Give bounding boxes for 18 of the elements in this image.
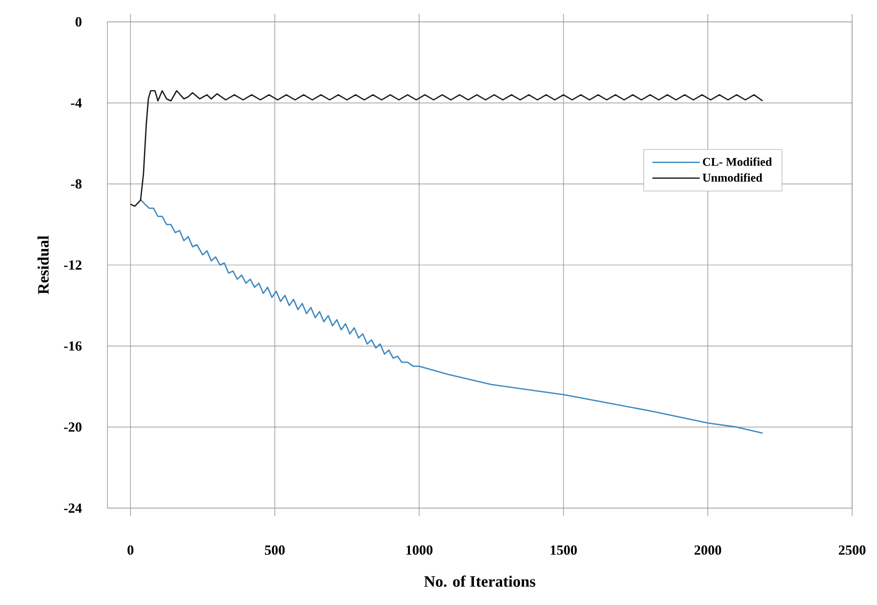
x-tick-label: 0 (128, 546, 134, 555)
y-tick-label: -16 (64, 342, 82, 351)
legend-label: CL- Modified (702, 158, 772, 166)
line-series (140, 198, 764, 434)
x-tick-label: 1500 (550, 546, 577, 555)
y-tick-label: -4 (70, 98, 82, 108)
x-tick-label: 2000 (694, 546, 722, 555)
x-tick-label: 500 (264, 546, 285, 555)
legend-label: Unmodified (702, 173, 762, 182)
x-tick-label: 1000 (406, 546, 432, 555)
y-tick-label: -24 (64, 504, 82, 513)
y-tick-label: -8 (70, 179, 82, 189)
y-tick-label: 0 (76, 17, 82, 27)
x-tick-label: 2500 (838, 546, 866, 555)
y-tick-label: -12 (64, 260, 82, 270)
y-axis-title: Residual (38, 236, 49, 294)
x-axis-title: No. of Iterations (424, 576, 536, 588)
y-tick-label: -20 (64, 422, 82, 432)
